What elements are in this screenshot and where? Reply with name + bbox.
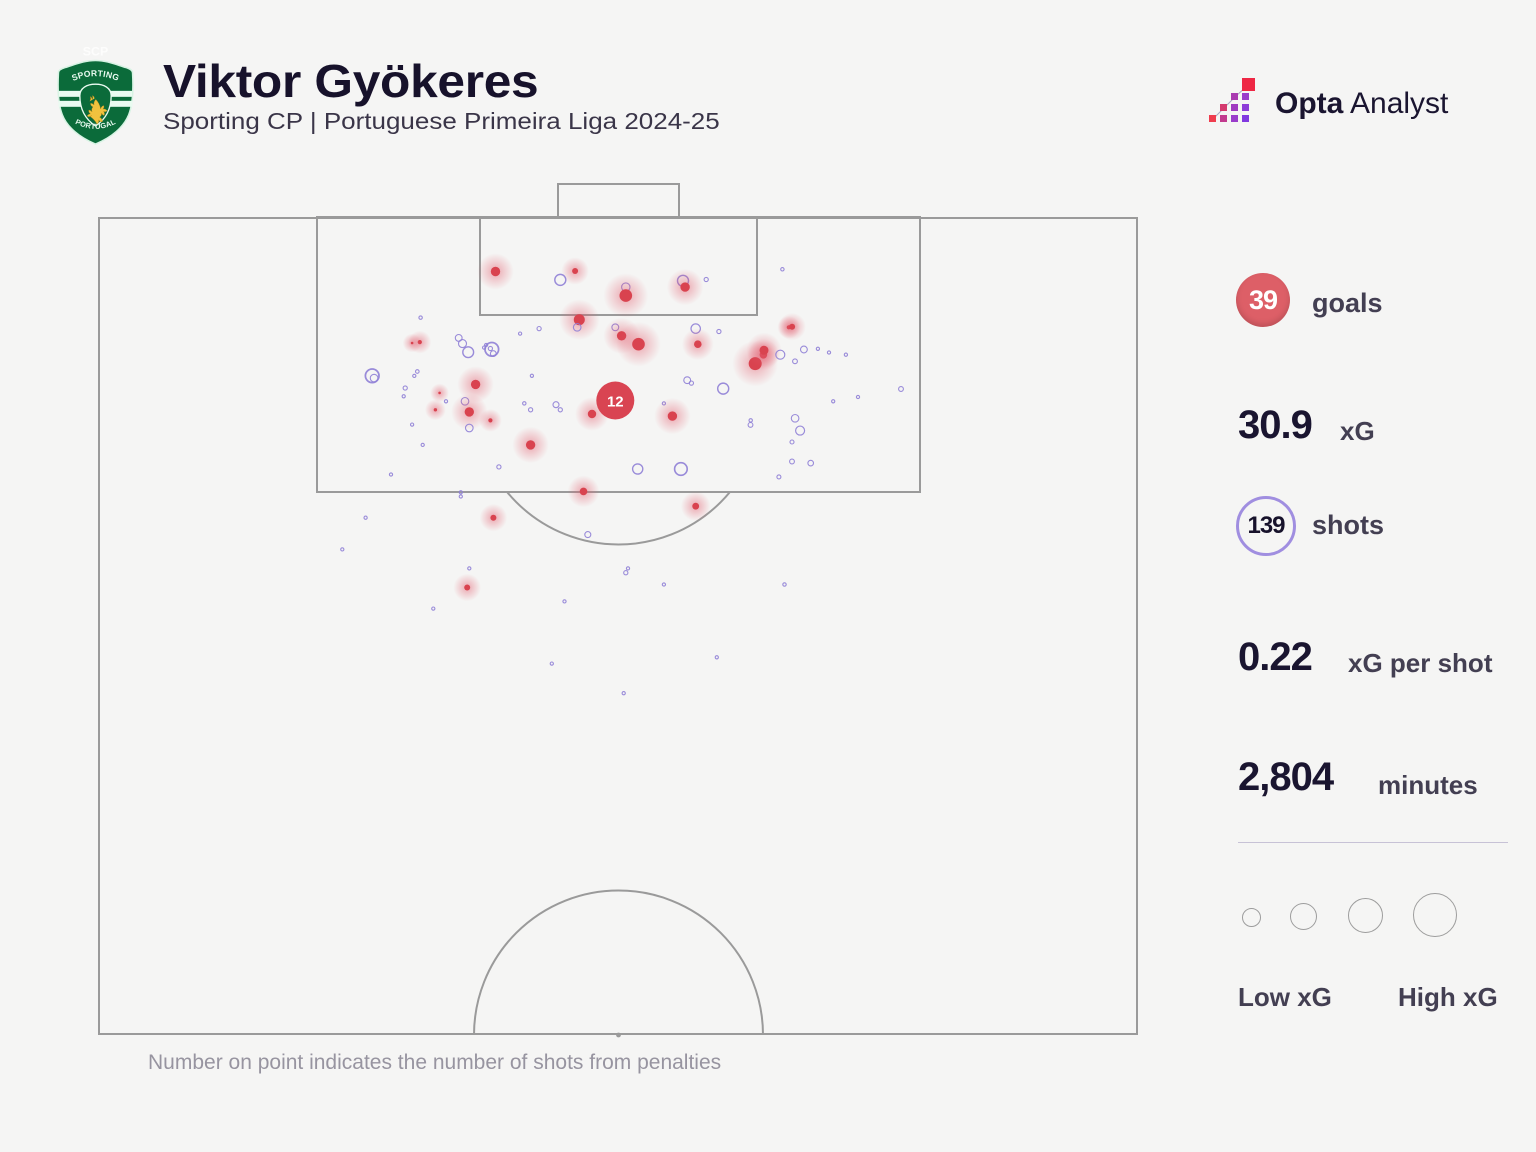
svg-text:Analyst: Analyst — [1350, 87, 1449, 120]
svg-text:Opta: Opta — [1275, 87, 1344, 120]
svg-text:SCP: SCP — [83, 46, 108, 59]
svg-text:12: 12 — [607, 394, 624, 411]
